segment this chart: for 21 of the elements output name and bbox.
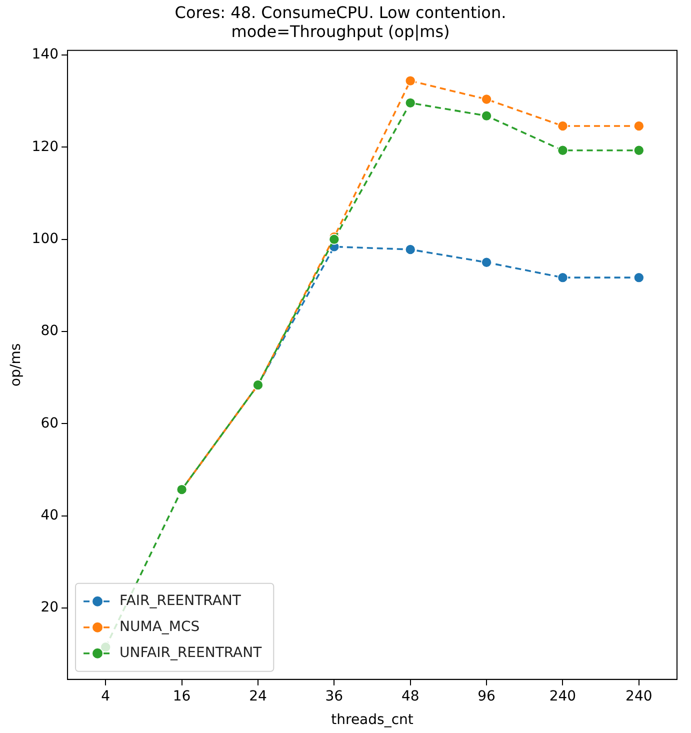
chart-title: Cores: 48. ConsumeCPU. Low contention. mode=Throughput (op|ms) [174,2,506,41]
x-tick-label: 24 [249,688,267,704]
y-tick-label: 100 [32,230,59,247]
legend-label: NUMA_MCS [120,619,200,636]
y-tick-label: 80 [40,323,59,340]
legend-label: UNFAIR_REENTRANT [120,645,262,662]
legend-label: FAIR_REENTRANT [120,593,242,610]
x-tick-label: 4 [101,688,110,704]
x-tick-label: 36 [325,688,344,704]
y-tick-label: 20 [40,600,59,616]
x-tick-label: 16 [172,688,191,704]
y-axis-title: op/ms [8,343,24,386]
x-axis-title: threads_cnt [331,712,414,728]
y-tick-label: 140 [32,46,59,63]
x-tick-label: 96 [478,688,496,704]
x-tick-label: 240 [626,688,652,704]
x-tick-label: 48 [401,688,420,704]
y-tick-label: 60 [40,415,59,432]
x-tick-label: 240 [549,688,576,704]
y-tick-label: 120 [32,138,59,155]
y-tick-label: 40 [40,507,59,524]
